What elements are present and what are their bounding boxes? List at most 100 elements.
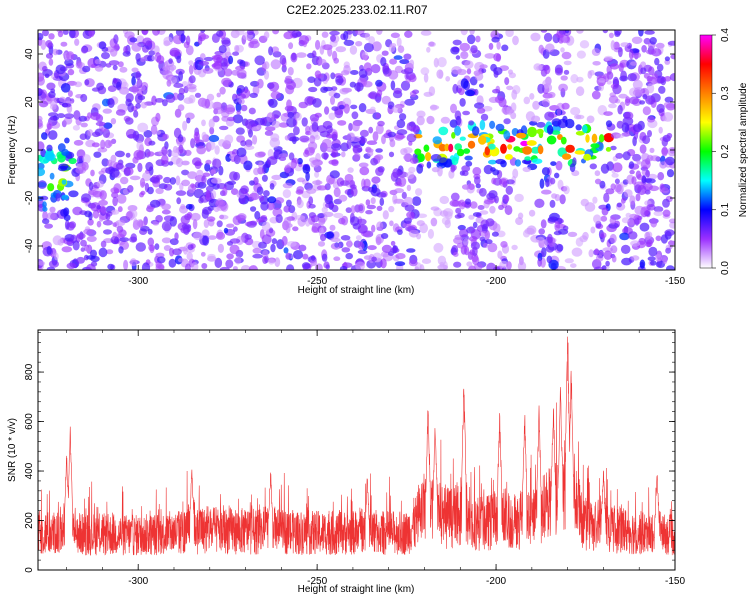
heatmap-cell xyxy=(38,115,43,122)
heatmap-cell xyxy=(231,188,239,196)
heatmap-cell xyxy=(286,264,295,270)
heatmap-cell xyxy=(355,261,365,270)
heatmap-cell xyxy=(554,221,560,232)
heatmap-cell xyxy=(406,184,412,192)
heatmap-cell xyxy=(271,120,281,128)
heatmap-cell xyxy=(244,119,256,130)
heatmap-cell xyxy=(283,31,294,40)
heatmap-cell xyxy=(305,171,310,182)
heatmap-cell xyxy=(444,143,450,152)
heatmap-cell xyxy=(308,204,316,209)
heatmap-cell xyxy=(307,76,316,83)
heatmap-cell xyxy=(201,263,208,269)
heatmap-cell xyxy=(420,30,432,36)
heatmap-cell xyxy=(510,112,517,120)
heatmap-cell xyxy=(321,138,333,149)
heatmap-cell xyxy=(207,253,216,259)
heatmap-cell xyxy=(390,240,396,246)
heatmap-cell xyxy=(462,170,469,177)
heatmap-cell xyxy=(355,41,363,47)
heatmap-cell xyxy=(367,149,374,157)
heatmap-cell xyxy=(200,53,206,61)
heatmap-cell xyxy=(627,73,637,82)
heatmap-cell xyxy=(140,190,146,196)
heatmap-cell xyxy=(514,193,524,203)
heatmap-cell xyxy=(272,30,279,35)
heatmap-cell xyxy=(41,132,48,140)
heatmap-cell xyxy=(475,35,481,43)
heatmap-cell xyxy=(269,183,275,190)
heatmap-cell xyxy=(438,69,444,79)
heatmap-cell xyxy=(101,52,110,60)
heatmap-cell xyxy=(352,144,363,154)
heatmap-cell xyxy=(264,130,274,136)
heatmap-cell xyxy=(350,70,359,75)
heatmap-cell xyxy=(120,176,129,185)
heatmap-cell xyxy=(653,210,664,217)
heatmap-cell xyxy=(469,30,475,35)
heatmap-cell xyxy=(49,172,55,180)
heatmap-cell xyxy=(226,253,234,260)
heatmap-cell xyxy=(430,206,440,211)
heatmap-cell xyxy=(647,256,656,262)
heatmap-cell xyxy=(308,196,314,206)
heatmap-cell xyxy=(412,196,422,207)
heatmap-cell xyxy=(664,229,675,237)
heatmap-cell xyxy=(42,201,47,208)
heatmap-cell xyxy=(656,63,664,72)
heatmap-cell xyxy=(64,220,70,230)
heatmap-cell xyxy=(187,171,198,180)
heatmap-cell xyxy=(492,266,501,270)
heatmap-cell xyxy=(314,70,322,78)
heatmap-cell xyxy=(216,30,224,37)
heatmap-cell xyxy=(388,251,394,256)
heatmap-cell xyxy=(536,121,546,128)
heatmap-cell xyxy=(357,203,365,214)
heatmap-cell xyxy=(155,187,164,195)
heatmap-cell xyxy=(232,215,242,226)
heatmap-cell xyxy=(180,33,186,44)
heatmap-cell xyxy=(662,209,671,217)
heatmap-cell xyxy=(631,176,637,185)
heatmap-cell xyxy=(200,251,206,257)
heatmap-cell xyxy=(112,64,118,71)
heatmap-cell xyxy=(409,59,415,68)
heatmap-cell xyxy=(82,65,91,73)
heatmap-cell xyxy=(256,186,264,195)
heatmap-cell xyxy=(110,118,117,125)
heatmap-cell xyxy=(286,241,297,247)
heatmap-cell xyxy=(358,103,367,113)
heatmap-cell xyxy=(209,126,215,135)
heatmap-cell xyxy=(141,262,151,270)
heatmap-cell xyxy=(282,189,292,199)
heatmap-cell xyxy=(390,80,396,91)
heatmap-cell xyxy=(642,106,651,116)
heatmap-cell xyxy=(196,169,204,176)
heatmap-cell xyxy=(609,63,620,70)
heatmap-cell xyxy=(224,104,236,115)
heatmap-cell xyxy=(470,45,478,54)
heatmap-cell xyxy=(467,140,476,149)
heatmap-cell xyxy=(168,64,177,71)
heatmap-cell xyxy=(605,120,613,128)
heatmap-cell xyxy=(254,210,261,220)
heatmap-cell xyxy=(500,143,507,154)
heatmap-cell xyxy=(545,43,555,53)
heatmap-cell xyxy=(365,199,371,206)
heatmap-cell xyxy=(202,67,214,74)
heatmap-cell xyxy=(430,217,438,227)
heatmap-cell xyxy=(464,155,473,161)
heatmap-cell xyxy=(116,194,127,204)
heatmap-cell xyxy=(450,192,460,201)
heatmap-cell xyxy=(658,85,666,94)
heatmap-cell xyxy=(183,245,188,255)
heatmap-cell xyxy=(576,30,584,34)
heatmap-cell xyxy=(45,53,54,59)
heatmap-cell xyxy=(565,144,575,153)
colorbar-tick-label: 0.3 xyxy=(720,86,731,100)
heatmap-cell xyxy=(351,111,359,120)
heatmap-cell xyxy=(176,55,182,64)
heatmap-cell xyxy=(135,53,141,62)
heatmap-cell xyxy=(646,204,656,211)
